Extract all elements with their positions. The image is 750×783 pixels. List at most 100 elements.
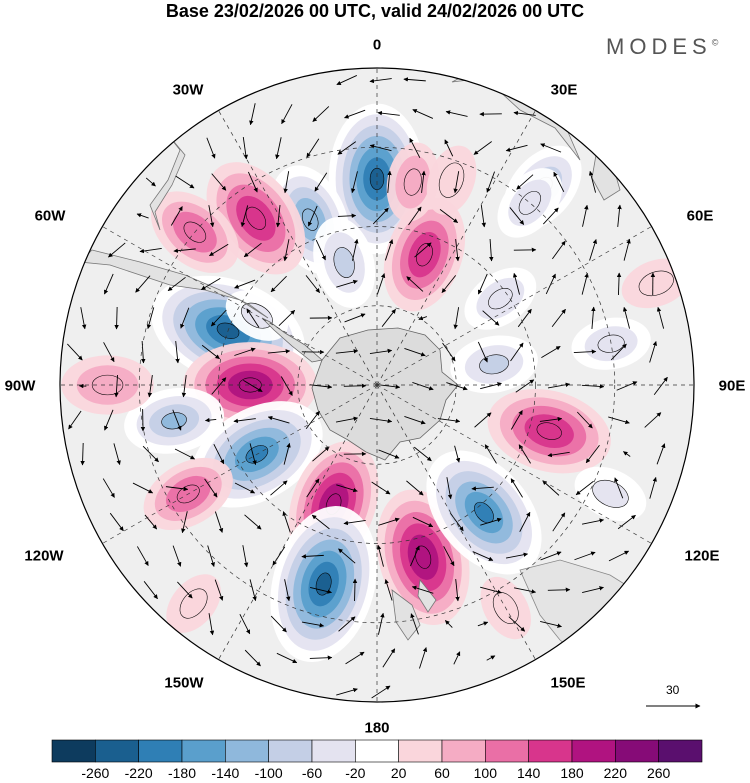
wind-vector <box>80 442 85 466</box>
vector-scale-label: 30 <box>666 683 680 697</box>
wind-vector <box>247 171 258 193</box>
wind-vector <box>516 174 534 190</box>
wind-vector <box>540 551 562 561</box>
wind-vector <box>312 446 330 462</box>
lon-label-120w: 120W <box>24 547 64 565</box>
wind-vector <box>352 578 358 602</box>
latitude-circle <box>138 146 616 624</box>
wind-vector <box>610 343 627 361</box>
colorbar <box>51 739 703 763</box>
wind-vector <box>68 410 82 430</box>
wind-vector <box>387 170 392 193</box>
wind-vector <box>540 620 562 628</box>
wind-vector <box>80 307 87 330</box>
wind-vector <box>377 384 401 390</box>
wind-vector <box>335 416 359 423</box>
wind-vector <box>591 306 596 330</box>
wind-vector <box>338 548 356 564</box>
wind-vector <box>234 347 256 356</box>
copyright-mark: © <box>711 37 719 48</box>
wind-vector <box>477 341 488 363</box>
wind-vector <box>369 417 393 424</box>
brand-logo: MODES© <box>606 34 718 60</box>
wind-vector <box>608 416 630 425</box>
colorbar-swatch <box>658 739 703 763</box>
wind-vector <box>574 551 596 561</box>
wind-vector <box>102 478 115 498</box>
wind-vector <box>234 279 256 289</box>
wind-vector <box>403 77 426 82</box>
wind-vector <box>308 205 318 227</box>
wind-vector <box>200 277 221 291</box>
wind-vector <box>406 480 424 496</box>
wind-vector <box>552 512 566 532</box>
wind-vector <box>413 446 432 462</box>
wind-vector <box>404 416 426 425</box>
wind-vector <box>547 382 571 389</box>
wind-vector <box>623 238 631 261</box>
wind-vector <box>208 613 215 636</box>
wind-vector <box>410 545 420 567</box>
colorbar-swatch <box>95 739 139 763</box>
new-zealand <box>391 579 437 641</box>
wind-vector <box>142 445 159 463</box>
wind-vector <box>443 546 455 567</box>
lon-label-90e: 90E <box>718 377 746 395</box>
wind-vector <box>581 384 605 389</box>
wind-vector <box>378 449 400 459</box>
wind-vector <box>242 545 249 568</box>
wind-vector <box>207 545 215 567</box>
wind-vector <box>378 517 400 526</box>
wind-vector <box>421 170 426 193</box>
anomaly-cell <box>376 489 470 626</box>
wind-vector <box>446 382 468 391</box>
wind-vector <box>336 484 358 493</box>
wind-vector <box>211 173 227 191</box>
wind-vector <box>653 376 668 396</box>
wind-vector <box>172 409 182 431</box>
wind-vector <box>472 551 494 561</box>
meridian-line <box>102 384 378 544</box>
wind-vector <box>345 651 365 665</box>
wind-vector <box>344 109 366 119</box>
wind-vector <box>444 139 454 157</box>
wind-vector <box>210 309 227 327</box>
wind-vector <box>338 616 356 632</box>
wind-vector <box>480 517 502 526</box>
wind-vector <box>505 552 529 559</box>
wind-vector <box>515 379 535 393</box>
wind-vector <box>439 209 458 223</box>
wind-vector <box>135 275 151 293</box>
wind-vector <box>139 247 162 254</box>
wind-vector <box>486 171 495 193</box>
wind-vector <box>510 410 523 430</box>
colorbar-tick-label: 140 <box>516 765 541 781</box>
wind-vector <box>170 206 183 226</box>
wind-vector <box>114 306 119 330</box>
wind-vector <box>175 341 180 364</box>
wind-vector <box>542 480 560 496</box>
wind-vector <box>480 205 487 228</box>
anomaly-cell <box>497 168 563 238</box>
wind-vector <box>623 451 631 457</box>
wind-vector <box>517 308 532 328</box>
colorbar-tick-label: 100 <box>473 765 498 781</box>
wind-vector <box>249 103 256 126</box>
wind-vector <box>384 239 394 261</box>
wind-vector <box>582 586 604 594</box>
wind-vector <box>486 655 496 661</box>
colorbar-swatch <box>311 739 356 763</box>
wind-vector <box>276 652 298 664</box>
meridian-line <box>376 226 652 386</box>
south-america <box>79 249 269 319</box>
wind-vector <box>547 451 570 458</box>
wind-vector <box>114 374 119 398</box>
wind-vector <box>275 137 282 160</box>
colorbar-tick-label: -220 <box>124 765 153 781</box>
colorbar-swatch <box>225 739 269 763</box>
wind-vector <box>369 78 392 84</box>
wind-vector <box>588 170 597 193</box>
graticule <box>60 68 694 702</box>
latitude-circle <box>297 305 457 465</box>
anomaly-cell <box>487 388 611 474</box>
